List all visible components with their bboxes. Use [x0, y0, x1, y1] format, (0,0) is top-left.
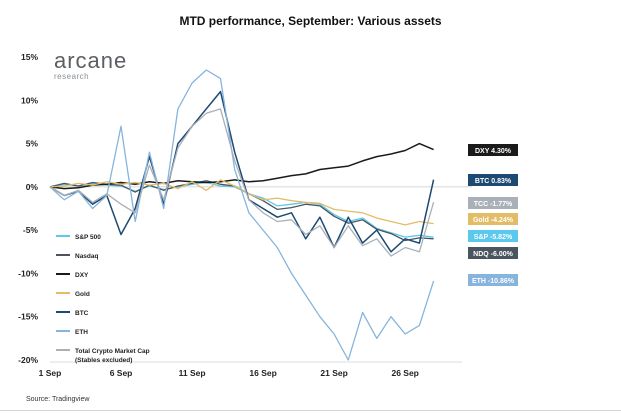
y-tick-label: -15%	[18, 312, 38, 322]
x-tick-label: 21 Sep	[320, 368, 347, 378]
legend-group: S&P 500 Nasdaq DXY Gold BTC ETH Total Crypto M…	[56, 234, 150, 364]
x-tick-label: 26 Sep	[391, 368, 418, 378]
legend-label-gold: Gold	[75, 291, 90, 298]
axes-group: 15% 10% 5% 0% -5% -10% -15% -20%1 Sep 6 Sep 11 Se…	[18, 52, 472, 378]
series-line-total-crypto-market-cap-stables-excluded	[49, 108, 435, 257]
brand-logo: arcane research	[54, 48, 127, 81]
x-tick-label: 1 Sep	[39, 368, 62, 378]
y-tick-label: 15%	[21, 52, 38, 62]
end-label-box-dxy	[468, 144, 518, 156]
end-label-box-btc	[468, 174, 518, 186]
y-tick-label: -10%	[18, 268, 38, 278]
end-label-box-nasdaq	[468, 247, 518, 259]
bottom-divider	[0, 410, 621, 411]
end-label-text-total-crypto-market-cap-stables-excluded: TCC -1.77%	[474, 201, 513, 208]
legend-label-nasdaq: Nasdaq	[75, 253, 99, 260]
chart-title: MTD performance, September: Various asse…	[179, 14, 442, 28]
end-label-box-gold	[468, 213, 518, 225]
end-label-text-s-p-500: S&P -5.82%	[474, 234, 513, 241]
series-lines-group	[49, 69, 435, 361]
end-label-box-total-crypto-market-cap-stables-excluded	[468, 197, 518, 209]
end-label-box-eth	[468, 274, 518, 286]
end-label-text-eth: ETH -10.86%	[472, 278, 515, 285]
legend-label-total-crypto-market-cap: Total Crypto Market Cap	[75, 348, 150, 355]
end-label-text-nasdaq: NDQ -6.00%	[473, 251, 513, 258]
series-line-btc	[49, 90, 435, 253]
y-tick-label: -20%	[18, 355, 38, 365]
legend-label-btc: BTC	[75, 310, 89, 317]
x-tick-label: 11 Sep	[179, 368, 206, 378]
y-tick-label: 10%	[21, 95, 38, 105]
y-tick-label: 5%	[26, 139, 39, 149]
x-tick-label: 16 Sep	[249, 368, 276, 378]
y-tick-label: -5%	[23, 225, 39, 235]
legend-label-s-p-500: S&P 500	[75, 234, 101, 241]
y-tick-label: 0%	[26, 182, 39, 192]
logo-subtitle: research	[54, 72, 90, 81]
end-labels-group: DXY 4.30% BTC 0.83% TCC -1.77% Gold -4.24% S…	[468, 144, 518, 286]
end-label-text-btc: BTC 0.83%	[475, 178, 512, 185]
source-note: Source: Tradingview	[26, 396, 90, 403]
logo-wordmark: arcane	[54, 48, 128, 73]
end-label-text-gold: Gold -4.24%	[473, 217, 514, 224]
legend-label-dxy: DXY	[75, 272, 89, 279]
legend-label-line2: (Stables excluded)	[75, 357, 132, 364]
x-tick-label: 6 Sep	[110, 368, 133, 378]
series-line-eth	[49, 69, 435, 361]
end-label-box-s-p-500	[468, 230, 518, 242]
legend-label-eth: ETH	[75, 329, 88, 336]
end-label-text-dxy: DXY 4.30%	[475, 148, 512, 155]
